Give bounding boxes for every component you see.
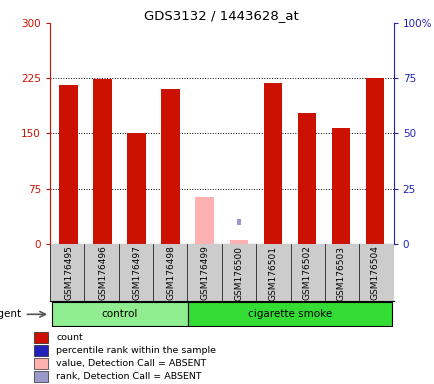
Bar [34, 358, 48, 369]
Text: percentile rank within the sample: percentile rank within the sample [56, 346, 216, 355]
Bar [34, 371, 48, 382]
Bar [331, 127, 349, 244]
Text: GSM176497: GSM176497 [132, 246, 141, 300]
Text: value, Detection Call = ABSENT: value, Detection Call = ABSENT [56, 359, 206, 368]
Text: control: control [102, 309, 138, 319]
Bar [59, 85, 78, 244]
Text: GSM176502: GSM176502 [302, 246, 311, 300]
Bar [34, 345, 48, 356]
Bar [161, 89, 180, 244]
Text: agent: agent [0, 309, 21, 319]
Title: GDS3132 / 1443628_at: GDS3132 / 1443628_at [144, 9, 299, 22]
Text: GSM176503: GSM176503 [335, 246, 345, 301]
Bar [229, 240, 248, 244]
Bar [34, 332, 48, 343]
Text: cigarette smoke: cigarette smoke [247, 309, 331, 319]
Text: GSM176501: GSM176501 [268, 246, 277, 301]
FancyBboxPatch shape [187, 303, 391, 326]
Text: GSM176504: GSM176504 [370, 246, 378, 300]
Bar [93, 79, 112, 244]
Bar [263, 83, 282, 244]
Bar [365, 78, 383, 244]
Text: GSM176495: GSM176495 [64, 246, 73, 300]
Bar [236, 219, 240, 225]
Bar [127, 134, 146, 244]
Text: GSM176500: GSM176500 [234, 246, 243, 301]
Text: count: count [56, 333, 82, 342]
Text: GSM176498: GSM176498 [166, 246, 175, 300]
Text: rank, Detection Call = ABSENT: rank, Detection Call = ABSENT [56, 372, 201, 381]
Text: GSM176499: GSM176499 [200, 246, 209, 300]
Text: GSM176496: GSM176496 [98, 246, 107, 300]
FancyBboxPatch shape [52, 303, 187, 326]
Bar [297, 113, 316, 244]
Bar [195, 197, 214, 244]
